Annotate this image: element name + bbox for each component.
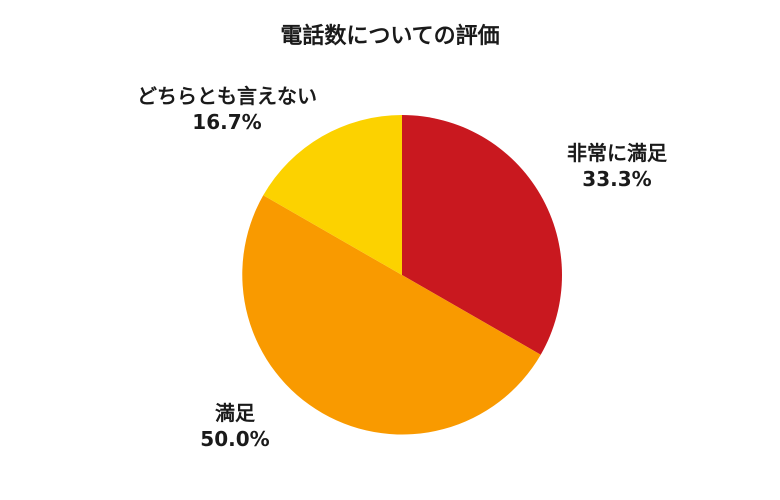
slice-percent-label: 16.7% <box>192 110 261 134</box>
slice-category-label: 満足 <box>215 401 256 425</box>
slice-category-label: どちらとも言えない <box>137 84 317 108</box>
slice-percent-label: 50.0% <box>200 427 269 451</box>
pie-slice <box>402 115 562 355</box>
pie-slice <box>263 115 402 275</box>
pie-slice <box>242 195 541 435</box>
slice-category-label: 非常に満足 <box>567 141 668 165</box>
slice-percent-label: 33.3% <box>582 167 651 191</box>
chart-title: 電話数についての評価 <box>280 24 500 49</box>
